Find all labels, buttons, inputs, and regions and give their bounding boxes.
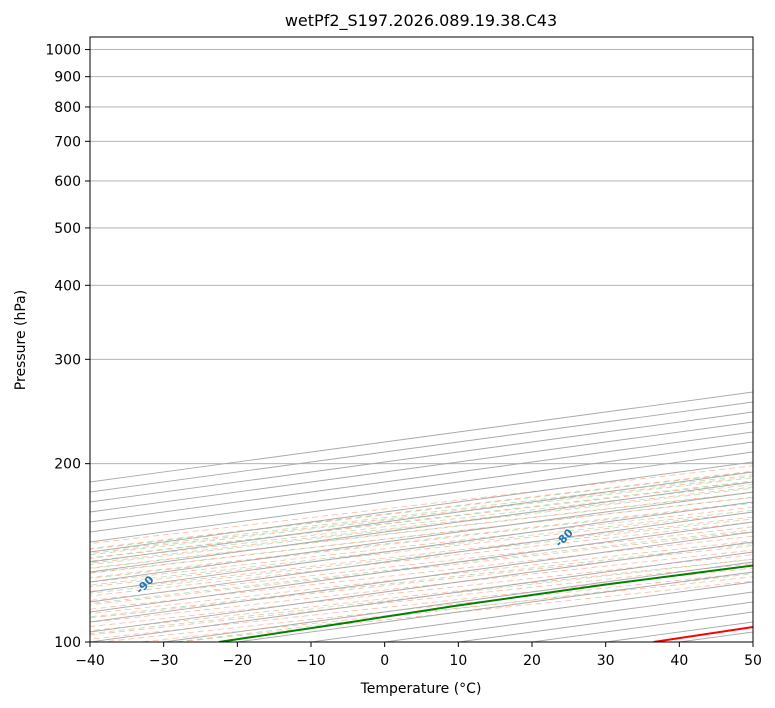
x-tick-label: 50	[744, 653, 762, 669]
x-tick-label: −10	[296, 653, 326, 669]
isobars	[90, 49, 753, 642]
y-axis-label: Pressure (hPa)	[13, 290, 29, 390]
y-axis: 100 200 300 400 500 600 700 800 900 1000	[45, 43, 90, 651]
x-axis: −40 −30 −20 −10 0 10 20 30 40 50	[75, 642, 762, 669]
y-tick-label: 300	[54, 352, 81, 368]
isotherm-line	[90, 501, 753, 593]
isotherm-line	[90, 451, 753, 543]
y-tick-label: 600	[54, 174, 81, 190]
x-tick-label: 20	[523, 653, 541, 669]
isotherm-line	[90, 531, 753, 623]
y-tick-label: 500	[54, 221, 81, 237]
isotherm-line	[752, 641, 753, 642]
isotherm-line	[90, 521, 753, 613]
y-tick-label: 100	[54, 635, 81, 651]
x-tick-label: −30	[149, 653, 179, 669]
x-tick-label: 30	[597, 653, 615, 669]
y-tick-label: 400	[54, 278, 81, 294]
isotherm-line	[90, 481, 753, 573]
plot-background	[90, 37, 753, 642]
x-tick-label: 40	[670, 653, 688, 669]
x-tick-label: 0	[380, 653, 389, 669]
y-tick-label: 700	[54, 134, 81, 150]
x-axis-label: Temperature (°C)	[360, 681, 482, 697]
chart-title: wetPf2_S197.2026.089.19.38.C43	[285, 11, 557, 31]
y-tick-label: 1000	[45, 43, 81, 59]
x-tick-label: −20	[223, 653, 253, 669]
isotherm-line	[90, 491, 753, 583]
plot-frame	[89, 36, 754, 643]
isotherm-line	[90, 461, 753, 553]
y-tick-label: 900	[54, 70, 81, 86]
x-tick-label: 10	[449, 653, 467, 669]
y-tick-label: 800	[54, 100, 81, 116]
isotherm-line	[90, 511, 753, 603]
x-tick-label: −40	[75, 653, 105, 669]
y-tick-label: 200	[54, 457, 81, 473]
isotherm-line	[90, 471, 753, 563]
isotherms	[90, 391, 753, 642]
